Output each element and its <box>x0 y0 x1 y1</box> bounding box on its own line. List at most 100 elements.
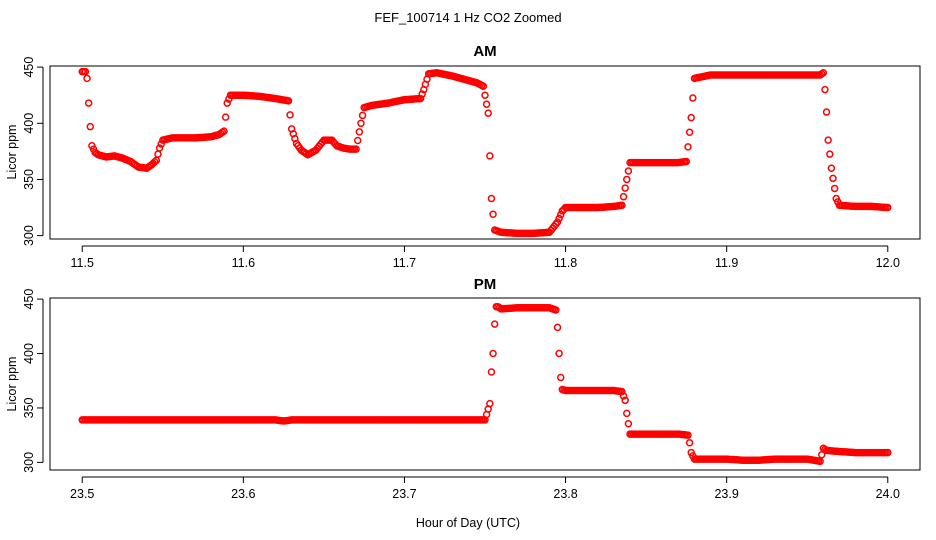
data-point <box>358 111 367 120</box>
data-point <box>624 419 633 428</box>
panel-am-x-tick-label: 11.5 <box>71 256 94 270</box>
chart-title: FEF_100714 1 Hz CO2 Zoomed <box>374 10 561 25</box>
data-point <box>353 136 362 145</box>
panel-am-x-tick-label: 11.8 <box>554 256 577 270</box>
data-point <box>623 175 631 184</box>
data-point <box>689 94 697 102</box>
panel-pm: PM 23.5 23.6 23.7 23.8 23.9 24.0300350400450 … <box>5 276 921 501</box>
data-point <box>487 368 496 376</box>
data-point <box>684 143 692 151</box>
data-point <box>829 174 837 183</box>
panel-pm-x-tick-label: 23.7 <box>392 487 416 501</box>
data-point <box>479 82 488 90</box>
data-point <box>830 184 839 193</box>
data-point <box>816 457 824 466</box>
panel-pm-x-tick-label: 23.8 <box>553 487 577 501</box>
panel-pm-ylabel: Licor ppm <box>5 357 19 412</box>
data-point <box>150 158 159 166</box>
data-point <box>81 67 90 76</box>
panel-pm-y-tick-label: 350 <box>22 397 36 418</box>
panel-am-x-tick-label: 12.0 <box>876 256 900 270</box>
data-point <box>822 108 831 116</box>
panel-am-y-tick-label: 300 <box>22 225 36 246</box>
panel-pm-axes: 23.5 23.6 23.7 23.8 23.9 24.0 300 350 400 450 <box>22 289 900 501</box>
data-point <box>86 122 95 131</box>
panel-pm-y-tick-label: 450 <box>22 289 36 310</box>
data-point <box>84 99 93 107</box>
panel-am-title: AM <box>473 43 496 60</box>
data-point <box>827 164 836 172</box>
panel-am-plot-frame <box>49 65 921 240</box>
panel-pm-points <box>78 302 892 466</box>
panel-pm-y-tick-label: 300 <box>22 452 36 473</box>
data-point <box>618 387 626 396</box>
panel-pm-x-tick-label: 23.6 <box>231 487 255 501</box>
data-point <box>489 210 497 219</box>
data-point <box>824 136 832 144</box>
data-point <box>621 184 629 192</box>
data-point <box>552 306 560 314</box>
panel-pm-plot-frame <box>49 297 921 471</box>
panel-am-axes: 11.5 11.6 11.7 11.8 11.9 12.0 300 350 400 450 <box>22 57 900 270</box>
data-point <box>555 214 563 223</box>
data-point <box>685 128 694 137</box>
panel-am-y-tick-label: 450 <box>22 57 36 78</box>
panel-am-points <box>78 67 892 238</box>
panel-pm-x-tick-label: 23.9 <box>714 487 738 501</box>
data-point <box>484 109 492 117</box>
data-point <box>286 111 294 119</box>
panel-am-ylabel: Licor ppm <box>5 125 19 180</box>
data-point <box>490 320 499 328</box>
data-point <box>357 119 365 128</box>
data-point <box>821 85 829 94</box>
data-point <box>682 157 691 166</box>
data-point <box>884 448 892 457</box>
data-point <box>352 145 360 153</box>
data-point <box>223 99 231 107</box>
panel-pm-y-tick-label: 400 <box>22 343 36 364</box>
data-point <box>155 144 164 152</box>
data-point <box>619 192 628 201</box>
data-point <box>553 323 562 332</box>
data-point <box>220 127 228 135</box>
data-point <box>416 94 425 103</box>
data-point <box>221 113 230 121</box>
data-point <box>623 409 631 418</box>
x-axis-label: Hour of Day (UTC) <box>416 516 520 530</box>
data-point <box>819 68 828 77</box>
data-point <box>684 431 692 439</box>
data-point <box>884 203 892 212</box>
panel-am-y-tick-label: 400 <box>22 113 36 134</box>
panel-am-y-tick-label: 350 <box>22 169 36 190</box>
data-point <box>486 152 494 160</box>
data-point <box>553 218 562 226</box>
data-point <box>418 90 426 98</box>
data-point <box>284 97 293 105</box>
data-point <box>487 194 496 203</box>
data-point <box>555 349 563 358</box>
panel-am-x-tick-label: 11.9 <box>715 256 738 270</box>
panel-pm-x-tick-label: 23.5 <box>70 487 94 501</box>
data-point <box>817 451 826 459</box>
data-point <box>826 150 834 158</box>
data-point <box>687 113 695 122</box>
data-point <box>481 91 489 99</box>
data-point <box>619 392 628 400</box>
panel-pm-title: PM <box>474 276 497 293</box>
panel-pm-x-tick-label: 24.0 <box>876 487 900 501</box>
data-point <box>621 396 629 405</box>
data-point <box>556 210 565 219</box>
data-point <box>624 167 633 175</box>
data-point <box>83 74 91 83</box>
data-point <box>486 399 494 408</box>
data-point <box>154 150 162 158</box>
panel-am-x-tick-label: 11.6 <box>232 256 255 270</box>
data-point <box>685 439 694 447</box>
panel-am-x-tick-label: 11.7 <box>393 256 416 270</box>
data-point <box>355 128 364 136</box>
panel-am: AM 11.5 11.6 11.7 11.8 11.9 12.0300350400450 … <box>5 43 921 270</box>
data-point <box>489 349 497 358</box>
data-point <box>618 201 626 210</box>
data-point <box>482 100 491 108</box>
